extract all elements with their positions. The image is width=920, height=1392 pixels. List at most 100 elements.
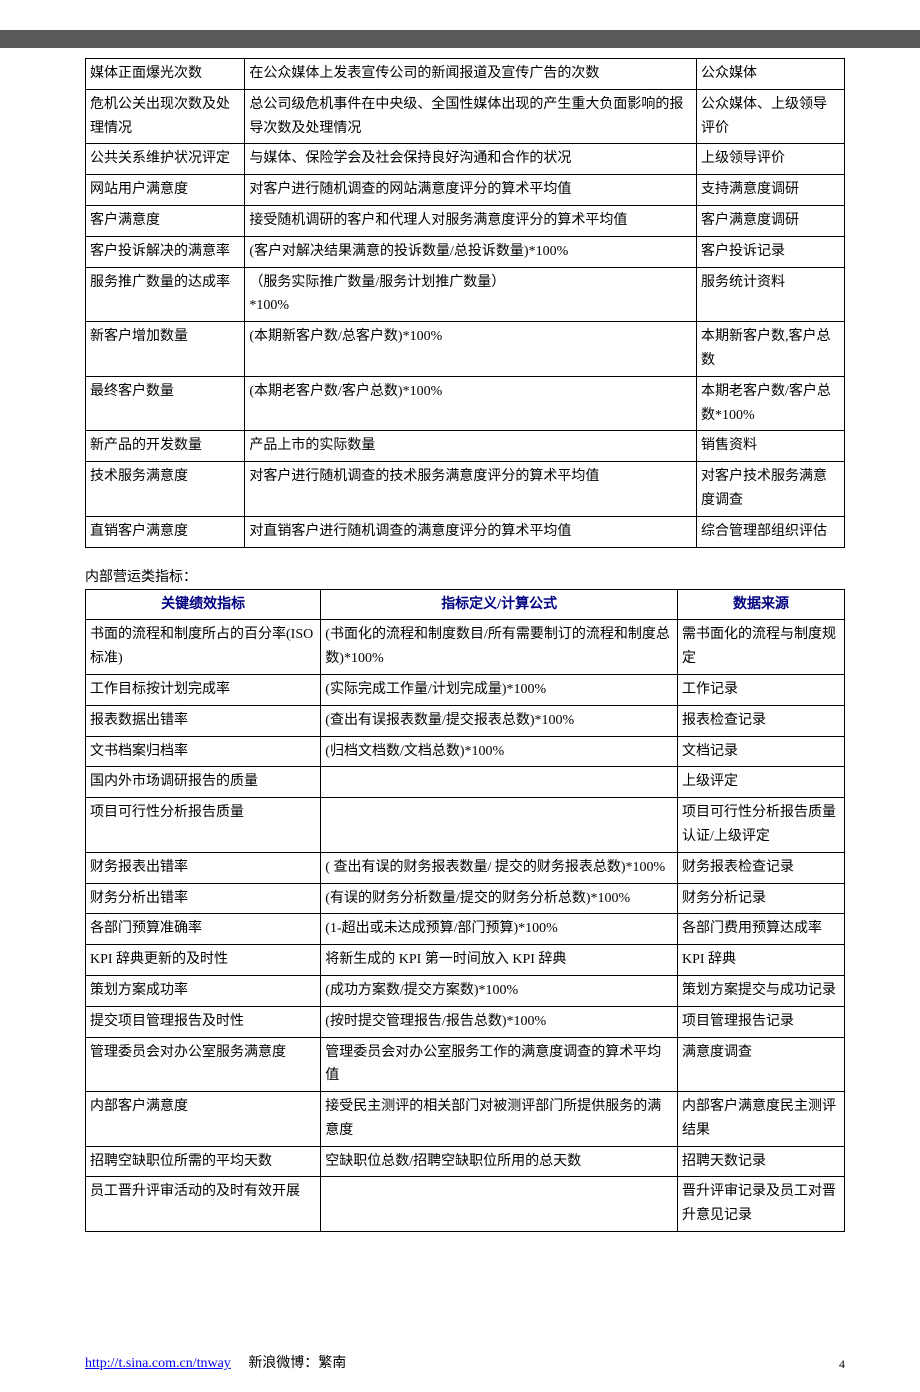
table-cell: 客户满意度: [86, 205, 245, 236]
table-row: 新客户增加数量(本期新客户数/总客户数)*100%本期新客户数,客户总数: [86, 322, 845, 377]
table-cell: 晋升评审记录及员工对晋升意见记录: [678, 1177, 845, 1232]
table-row: 项目可行性分析报告质量项目可行性分析报告质量认证/上级评定: [86, 798, 845, 853]
table-cell: ( 查出有误的财务报表数量/ 提交的财务报表总数)*100%: [321, 852, 678, 883]
table-cell: (本期老客户数/客户总数)*100%: [245, 376, 697, 431]
table-cell: 财务报表出错率: [86, 852, 321, 883]
table-cell: 招聘天数记录: [678, 1146, 845, 1177]
table-cell: 公共关系维护状况评定: [86, 144, 245, 175]
table-row: 客户满意度接受随机调研的客户和代理人对服务满意度评分的算术平均值客户满意度调研: [86, 205, 845, 236]
table-row: 文书档案归档率(归档文档数/文档总数)*100%文档记录: [86, 736, 845, 767]
section-title-internal-ops: 内部营运类指标：: [85, 566, 845, 586]
table-row: 直销客户满意度对直销客户进行随机调查的满意度评分的算术平均值综合管理部组织评估: [86, 516, 845, 547]
table-row: 各部门预算准确率(1-超出或未达成预算/部门预算)*100%各部门费用预算达成率: [86, 914, 845, 945]
table-cell: 项目管理报告记录: [678, 1006, 845, 1037]
table-kpi-1: 媒体正面爆光次数在公众媒体上发表宣传公司的新闻报道及宣传广告的次数公众媒体危机公…: [85, 58, 845, 548]
table-cell: 员工晋升评审活动的及时有效开展: [86, 1177, 321, 1232]
table-row: 内部客户满意度接受民主测评的相关部门对被测评部门所提供服务的满意度内部客户满意度…: [86, 1092, 845, 1147]
table-cell: 服务推广数量的达成率: [86, 267, 245, 322]
table-row: 员工晋升评审活动的及时有效开展 晋升评审记录及员工对晋升意见记录: [86, 1177, 845, 1232]
table-row: 媒体正面爆光次数在公众媒体上发表宣传公司的新闻报道及宣传广告的次数公众媒体: [86, 59, 845, 90]
table-cell: 各部门费用预算达成率: [678, 914, 845, 945]
table-cell: 产品上市的实际数量: [245, 431, 697, 462]
table-cell: 财务分析出错率: [86, 883, 321, 914]
table-header-row: 关键绩效指标 指标定义/计算公式 数据来源: [86, 589, 845, 620]
table-cell: 项目可行性分析报告质量认证/上级评定: [678, 798, 845, 853]
table-cell: 公众媒体: [696, 59, 844, 90]
table-cell: 财务分析记录: [678, 883, 845, 914]
table-cell: KPI 辞典: [678, 945, 845, 976]
table-row: 财务分析出错率(有误的财务分析数量/提交的财务分析总数)*100%财务分析记录: [86, 883, 845, 914]
table-cell: 客户满意度调研: [696, 205, 844, 236]
table-cell: 危机公关出现次数及处理情况: [86, 89, 245, 144]
table-cell: 提交项目管理报告及时性: [86, 1006, 321, 1037]
table-cell: (查出有误报表数量/提交报表总数)*100%: [321, 705, 678, 736]
table-cell: 报表检查记录: [678, 705, 845, 736]
table-cell: 上级评定: [678, 767, 845, 798]
table-cell: 与媒体、保险学会及社会保持良好沟通和合作的状况: [245, 144, 697, 175]
table-cell: 本期新客户数,客户总数: [696, 322, 844, 377]
table-cell: 对直销客户进行随机调查的满意度评分的算术平均值: [245, 516, 697, 547]
page-footer: http://t.sina.com.cn/tnway 新浪微博：繁南 4: [0, 1352, 920, 1392]
table-cell: (归档文档数/文档总数)*100%: [321, 736, 678, 767]
table-cell: 满意度调查: [678, 1037, 845, 1092]
table-cell: 报表数据出错率: [86, 705, 321, 736]
table-cell: (有误的财务分析数量/提交的财务分析总数)*100%: [321, 883, 678, 914]
table-cell: 对客户进行随机调查的网站满意度评分的算术平均值: [245, 175, 697, 206]
table-cell: [321, 798, 678, 853]
table-row: 危机公关出现次数及处理情况总公司级危机事件在中央级、全国性媒体出现的产生重大负面…: [86, 89, 845, 144]
table-row: 提交项目管理报告及时性(按时提交管理报告/报告总数)*100%项目管理报告记录: [86, 1006, 845, 1037]
table-cell: 管理委员会对办公室服务工作的满意度调查的算术平均值: [321, 1037, 678, 1092]
header-bar: [0, 30, 920, 48]
table-cell: (成功方案数/提交方案数)*100%: [321, 975, 678, 1006]
table-cell: 国内外市场调研报告的质量: [86, 767, 321, 798]
table-row: 招聘空缺职位所需的平均天数空缺职位总数/招聘空缺职位所用的总天数招聘天数记录: [86, 1146, 845, 1177]
table-cell: 对客户进行随机调查的技术服务满意度评分的算术平均值: [245, 462, 697, 517]
col-header-formula: 指标定义/计算公式: [321, 589, 678, 620]
table-cell: 文档记录: [678, 736, 845, 767]
table-row: 财务报表出错率( 查出有误的财务报表数量/ 提交的财务报表总数)*100%财务报…: [86, 852, 845, 883]
table-cell: 支持满意度调研: [696, 175, 844, 206]
table-cell: 空缺职位总数/招聘空缺职位所用的总天数: [321, 1146, 678, 1177]
table-row: 公共关系维护状况评定与媒体、保险学会及社会保持良好沟通和合作的状况上级领导评价: [86, 144, 845, 175]
table-cell: 内部客户满意度: [86, 1092, 321, 1147]
table-cell: (实际完成工作量/计划完成量)*100%: [321, 674, 678, 705]
table-cell: (书面化的流程和制度数目/所有需要制订的流程和制度总数)*100%: [321, 620, 678, 675]
table-row: 国内外市场调研报告的质量 上级评定: [86, 767, 845, 798]
table-cell: 总公司级危机事件在中央级、全国性媒体出现的产生重大负面影响的报导次数及处理情况: [245, 89, 697, 144]
table-cell: 工作目标按计划完成率: [86, 674, 321, 705]
table-cell: 管理委员会对办公室服务满意度: [86, 1037, 321, 1092]
table-cell: (本期新客户数/总客户数)*100%: [245, 322, 697, 377]
table-cell: 媒体正面爆光次数: [86, 59, 245, 90]
table-row: 新产品的开发数量产品上市的实际数量销售资料: [86, 431, 845, 462]
table-cell: 客户投诉解决的满意率: [86, 236, 245, 267]
table-cell: 新客户增加数量: [86, 322, 245, 377]
table-cell: 各部门预算准确率: [86, 914, 321, 945]
table-row: 客户投诉解决的满意率(客户对解决结果满意的投诉数量/总投诉数量)*100%客户投…: [86, 236, 845, 267]
table-row: 书面的流程和制度所占的百分率(ISO 标准)(书面化的流程和制度数目/所有需要制…: [86, 620, 845, 675]
table-row: 最终客户数量(本期老客户数/客户总数)*100%本期老客户数/客户总数*100%: [86, 376, 845, 431]
table-cell: (客户对解决结果满意的投诉数量/总投诉数量)*100%: [245, 236, 697, 267]
table-cell: 新产品的开发数量: [86, 431, 245, 462]
table-cell: (按时提交管理报告/报告总数)*100%: [321, 1006, 678, 1037]
table-row: KPI 辞典更新的及时性将新生成的 KPI 第一时间放入 KPI 辞典KPI 辞…: [86, 945, 845, 976]
table-cell: 财务报表检查记录: [678, 852, 845, 883]
footer-link[interactable]: http://t.sina.com.cn/tnway: [85, 1356, 231, 1371]
table-cell: 上级领导评价: [696, 144, 844, 175]
table-cell: 策划方案提交与成功记录: [678, 975, 845, 1006]
table-cell: 接受民主测评的相关部门对被测评部门所提供服务的满意度: [321, 1092, 678, 1147]
table-cell: （服务实际推广数量/服务计划推广数量） *100%: [245, 267, 697, 322]
col-header-kpi: 关键绩效指标: [86, 589, 321, 620]
table-row: 技术服务满意度对客户进行随机调查的技术服务满意度评分的算术平均值对客户技术服务满…: [86, 462, 845, 517]
table-cell: 在公众媒体上发表宣传公司的新闻报道及宣传广告的次数: [245, 59, 697, 90]
table-cell: 公众媒体、上级领导评价: [696, 89, 844, 144]
table-cell: 技术服务满意度: [86, 462, 245, 517]
table-cell: 服务统计资料: [696, 267, 844, 322]
table-cell: [321, 1177, 678, 1232]
table-cell: 需书面化的流程与制度规定: [678, 620, 845, 675]
table-row: 网站用户满意度对客户进行随机调查的网站满意度评分的算术平均值支持满意度调研: [86, 175, 845, 206]
table-row: 报表数据出错率(查出有误报表数量/提交报表总数)*100%报表检查记录: [86, 705, 845, 736]
table-cell: 招聘空缺职位所需的平均天数: [86, 1146, 321, 1177]
table-cell: 文书档案归档率: [86, 736, 321, 767]
table-cell: 销售资料: [696, 431, 844, 462]
table-cell: 本期老客户数/客户总数*100%: [696, 376, 844, 431]
